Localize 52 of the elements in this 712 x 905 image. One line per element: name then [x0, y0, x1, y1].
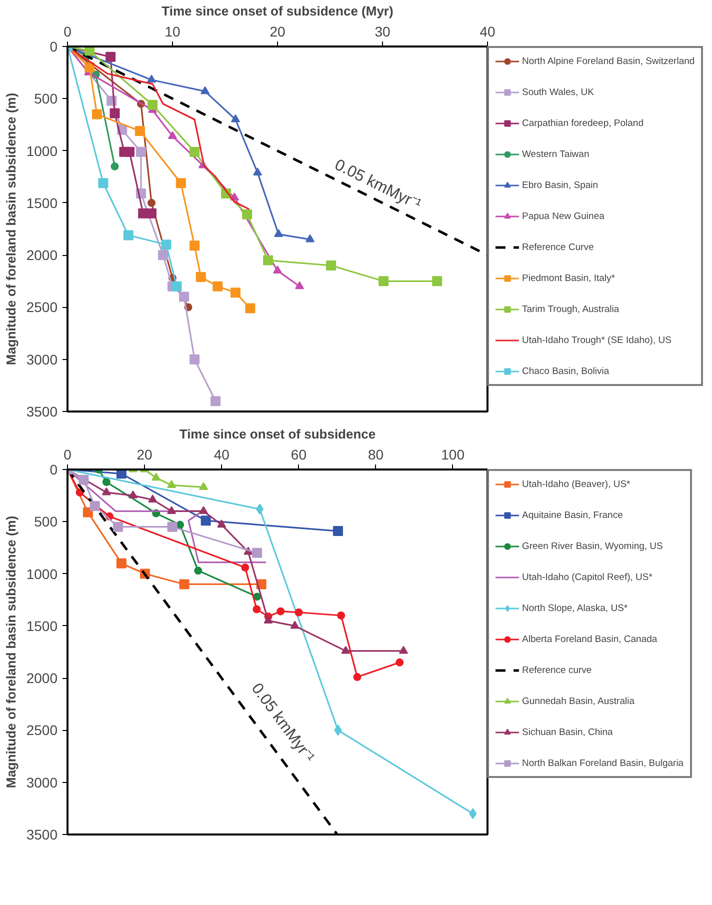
- y-tick-label: 2000: [26, 670, 58, 686]
- legend-label: Western Taiwan: [522, 148, 590, 160]
- x-tick-label: 40: [214, 446, 230, 462]
- y-tick-label: 3500: [26, 826, 58, 842]
- y-tick-label: 2000: [26, 247, 58, 264]
- legend-label: Sichuan Basin, China: [522, 726, 613, 738]
- x-tick-label: 20: [270, 24, 286, 40]
- x-tick-label: 0: [64, 24, 72, 40]
- y-axis-title: Magnitude of foreland basin subsidence (m): [3, 92, 18, 366]
- y-tick-label: 1000: [26, 566, 58, 582]
- legend-label: Piedmont Basin, Italy*: [522, 272, 615, 284]
- y-tick-label: 1000: [26, 142, 58, 159]
- x-tick-label: 20: [136, 446, 153, 462]
- y-tick-label: 1500: [26, 618, 58, 634]
- legend-label: North Alpine Foreland Basin, Switzerland: [522, 55, 695, 67]
- legend-label: Alberta Foreland Basin, Canada: [522, 633, 658, 645]
- y-axis-title: Magnitude of foreland basin subsidence (m): [3, 516, 18, 788]
- x-tick-label: 10: [164, 24, 180, 40]
- x-tick-label: 0: [64, 446, 72, 462]
- legend-label: Utah-Idaho (Beaver), US*: [522, 478, 630, 490]
- y-tick-label: 3000: [26, 351, 58, 368]
- legend-label: North Balkan Foreland Basin, Bulgaria: [522, 757, 684, 769]
- x-tick-label: 30: [374, 24, 390, 40]
- y-tick-label: 1500: [26, 194, 58, 211]
- legend-label: Reference Curve: [522, 241, 594, 253]
- y-tick-label: 2500: [26, 299, 58, 316]
- legend-label: Utah-Idaho (Capitol Reef), US*: [522, 571, 652, 583]
- legend-label: Chaco Basin, Bolivia: [522, 365, 610, 377]
- legend-label: Utah-Idaho Trough* (SE Idaho), US: [522, 334, 672, 346]
- y-tick-label: 500: [34, 514, 58, 530]
- x-tick-label: 100: [441, 446, 465, 462]
- y-tick-label: 0: [50, 462, 58, 478]
- x-tick-label: 80: [368, 446, 384, 462]
- legend-label: North Slope, Alaska, US*: [522, 602, 628, 614]
- legend-label: Ebro Basin, Spain: [522, 179, 598, 191]
- legend-label: Tarim Trough, Australia: [522, 303, 620, 315]
- legend-label: Gunnedah Basin, Australia: [522, 695, 634, 707]
- legend-label: Carpathian foredeep, Poland: [522, 117, 644, 129]
- y-tick-label: 3000: [26, 774, 58, 790]
- x-axis-title: Time since onset of subsidence: [179, 426, 376, 442]
- x-tick-label: 40: [480, 24, 496, 40]
- y-tick-label: 2500: [26, 722, 58, 738]
- y-tick-label: 0: [50, 38, 58, 54]
- y-tick-label: 500: [34, 90, 58, 107]
- legend-label: Papua New Guinea: [522, 210, 604, 222]
- x-tick-label: 60: [290, 446, 307, 462]
- y-tick-label: 3500: [26, 404, 58, 420]
- legend-label: South Wales, UK: [522, 86, 594, 98]
- legend-label: Aquitaine Basin, France: [522, 509, 623, 521]
- x-axis-title: Time since onset of subsidence (Myr): [162, 4, 394, 18]
- legend-label: Reference curve: [522, 664, 592, 676]
- legend-label: Green River Basin, Wyoming, US: [522, 540, 663, 552]
